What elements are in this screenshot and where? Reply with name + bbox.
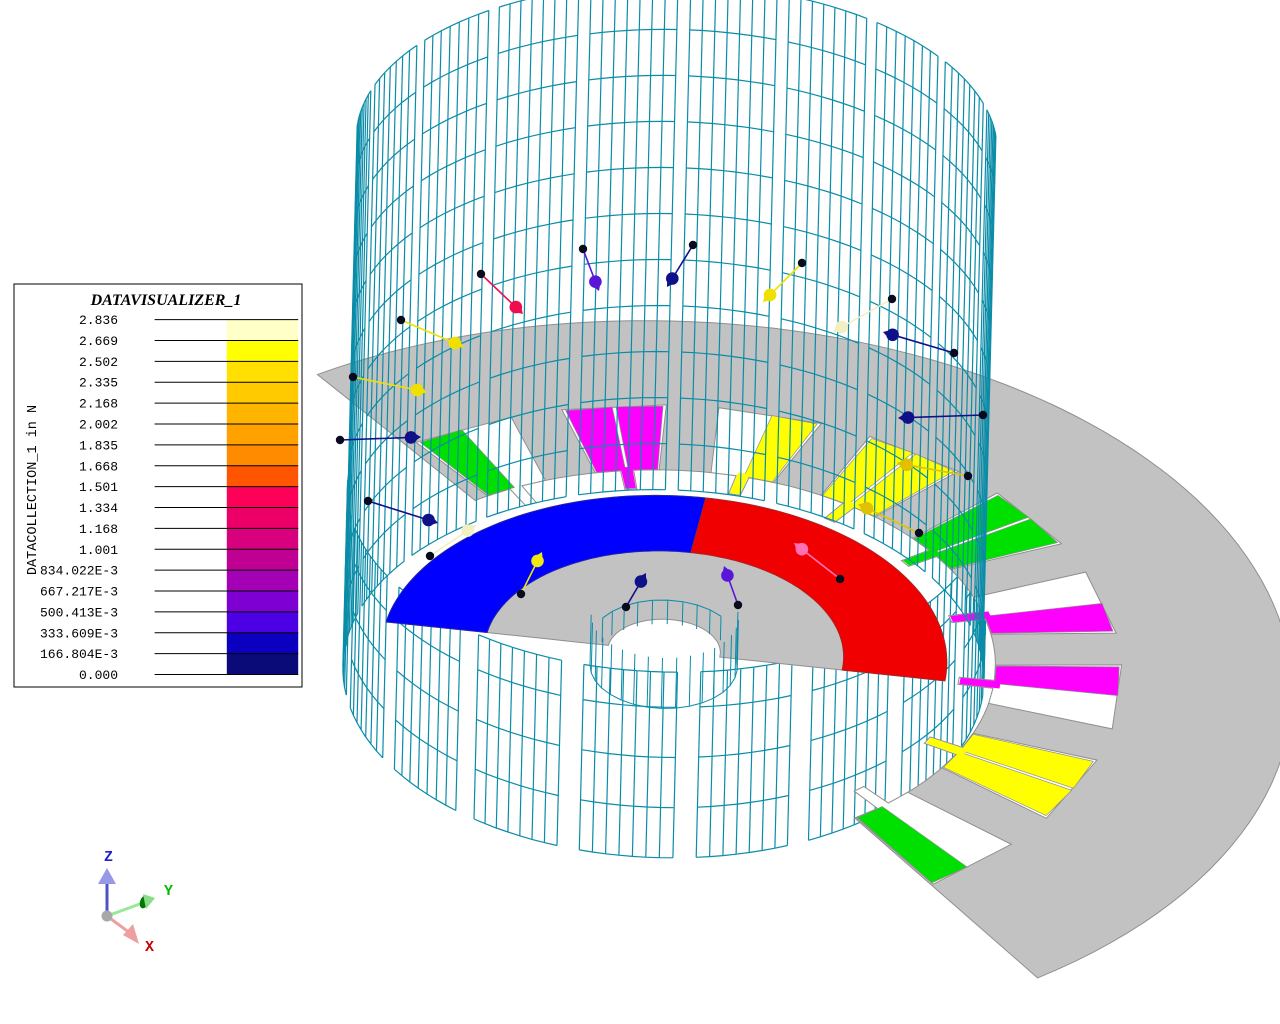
svg-text:X: X: [145, 939, 154, 956]
svg-text:667.217E-3: 667.217E-3: [40, 585, 118, 600]
svg-text:Y: Y: [164, 883, 173, 900]
svg-text:1.668: 1.668: [79, 459, 118, 474]
svg-text:DATACOLLECTION_1 in N: DATACOLLECTION_1 in N: [26, 405, 41, 575]
svg-text:0.000: 0.000: [79, 668, 118, 683]
svg-text:333.609E-3: 333.609E-3: [40, 626, 118, 641]
svg-text:1.001: 1.001: [79, 543, 118, 558]
svg-text:1.501: 1.501: [79, 480, 118, 495]
svg-text:Z: Z: [104, 849, 113, 866]
svg-text:1.168: 1.168: [79, 522, 118, 537]
svg-text:2.669: 2.669: [79, 334, 118, 349]
svg-text:2.836: 2.836: [79, 313, 118, 328]
svg-text:2.002: 2.002: [79, 418, 118, 433]
svg-text:2.335: 2.335: [79, 376, 118, 391]
svg-text:1.334: 1.334: [79, 501, 118, 516]
svg-text:166.804E-3: 166.804E-3: [40, 647, 118, 662]
svg-text:1.835: 1.835: [79, 438, 118, 453]
svg-text:2.168: 2.168: [79, 397, 118, 412]
svg-text:2.502: 2.502: [79, 355, 118, 370]
svg-text:834.022E-3: 834.022E-3: [40, 564, 118, 579]
svg-text:500.413E-3: 500.413E-3: [40, 605, 118, 620]
svg-text:DATAVISUALIZER_1: DATAVISUALIZER_1: [90, 292, 242, 309]
